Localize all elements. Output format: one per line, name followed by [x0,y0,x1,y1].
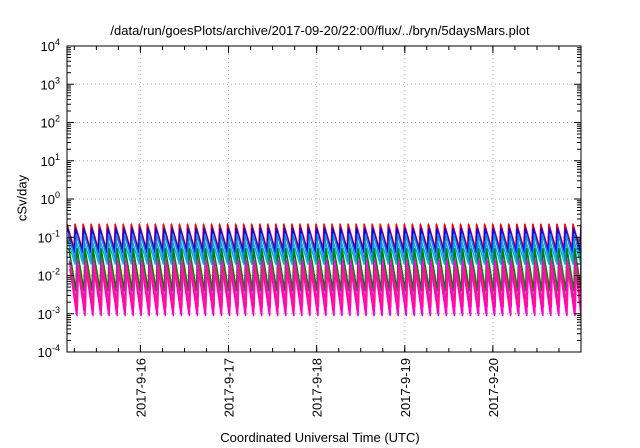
y-tick-label: 101 [41,152,60,169]
x-tick-label: 2017-9-19 [398,358,413,417]
y-tick-label: 10-4 [38,343,60,360]
x-tick-label: 2017-9-20 [486,358,501,417]
y-tick-label: 102 [41,114,60,131]
y-tick-label: 104 [41,37,60,54]
x-axis-ticks: 2017-9-16 2017-9-17 2017-9-18 2017-9-19 2017… [73,46,560,417]
series-line [68,248,581,292]
x-tick-label: 2017-9-16 [133,358,148,417]
x-tick-label: 2017-9-17 [222,358,237,417]
series-group [67,223,581,317]
x-axis-label: Coordinated Universal Time (UTC) [220,430,420,445]
y-axis-label: cSv/day [14,174,30,222]
chart-title: /data/run/goesPlots/archive/2017-09-20/2… [110,23,530,38]
y-tick-label: 10-2 [38,267,60,284]
x-tick-label: 2017-9-18 [310,358,325,417]
y-tick-label: 10-3 [38,305,60,322]
y-tick-label: 103 [41,75,60,92]
y-tick-label: 100 [41,190,60,207]
series-line [67,227,581,254]
series-line [69,264,581,308]
series-line [67,233,581,262]
y-axis-ticks: 104 103 102 101 100 10-1 10-2 10-3 10-4 [38,37,581,360]
y-tick-label: 10-1 [38,228,60,245]
